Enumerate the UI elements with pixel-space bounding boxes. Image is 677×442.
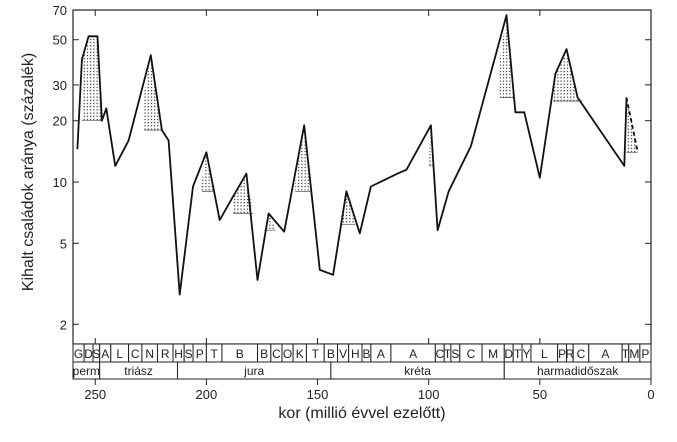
x-axis-title: kor (millió évvel ezelőtt) [278, 405, 445, 422]
stage-label: G [74, 347, 83, 361]
stage-label: T [312, 347, 320, 361]
x-tick-label: 50 [533, 387, 547, 402]
period-label: perm [73, 364, 100, 378]
period-label: kréta [404, 364, 431, 378]
stage-label: A [101, 347, 109, 361]
y-axis: 2 5 10 20 30 50 70 [53, 3, 651, 332]
y-tick-label: 30 [53, 78, 67, 93]
stage-label: A [377, 347, 385, 361]
stage-label: D [84, 347, 93, 361]
stage-label: T [514, 347, 522, 361]
stage-label: R [161, 347, 170, 361]
stage-label: L [541, 347, 548, 361]
shaded-peak [81, 36, 102, 121]
y-tick-label: 50 [53, 33, 67, 48]
period-label: triász [124, 364, 153, 378]
y-tick-label: 2 [60, 317, 67, 332]
stage-label: N [145, 347, 154, 361]
stage-label: C [467, 347, 476, 361]
x-tick-label: 0 [647, 387, 654, 402]
shaded-peak [626, 97, 638, 153]
y-tick-label: 5 [60, 236, 67, 251]
period-label: jura [243, 364, 264, 378]
shaded-peaks [81, 15, 638, 231]
stage-label: P [558, 347, 566, 361]
extinction-series-line [76, 14, 628, 296]
y-axis-title: Kihalt családok aránya (százalék) [20, 53, 37, 291]
stage-label: C [272, 347, 281, 361]
shaded-peak [144, 55, 162, 131]
stage-label: H [351, 347, 360, 361]
stage-label: C [577, 347, 586, 361]
y-tick-label: 10 [53, 175, 67, 190]
stage-label: B [236, 347, 244, 361]
stage-label: Y [522, 347, 530, 361]
stage-label: P [641, 347, 649, 361]
period-label: harmadidőszak [537, 364, 619, 378]
stage-label: L [116, 347, 123, 361]
stage-label: K [296, 347, 304, 361]
stage-label: A [409, 347, 417, 361]
x-tick-label: 200 [196, 387, 218, 402]
stage-label: O [283, 347, 292, 361]
extinction-series-dashed [625, 97, 639, 153]
shaded-peak [499, 15, 514, 98]
stage-label: M [488, 347, 498, 361]
stage-label: D [504, 347, 513, 361]
stage-label: C [131, 347, 140, 361]
stage-label: B [260, 347, 268, 361]
x-axis: 250 200 150 100 50 0 [84, 10, 655, 402]
stage-label: S [185, 347, 193, 361]
y-tick-label: 70 [53, 3, 67, 18]
stage-label: P [196, 347, 204, 361]
period-cell [503, 361, 652, 380]
stage-label: B [327, 347, 335, 361]
x-tick-label: 250 [84, 387, 106, 402]
shaded-peak [233, 173, 254, 214]
stage-label: T [210, 347, 218, 361]
stage-label: B [362, 347, 370, 361]
series-lines [76, 14, 639, 296]
stage-label: R [566, 347, 575, 361]
stage-label: S [92, 347, 100, 361]
stage-label: T [444, 347, 452, 361]
shaded-peak [201, 152, 214, 192]
stage-label: V [339, 347, 347, 361]
x-tick-label: 100 [418, 387, 440, 402]
stage-label: S [451, 347, 459, 361]
stage-label: H [174, 347, 183, 361]
y-tick-label: 20 [53, 114, 67, 129]
shaded-peak [295, 125, 311, 192]
stage-label: M [629, 347, 639, 361]
x-tick-label: 150 [307, 387, 329, 402]
stage-label: T [622, 347, 630, 361]
stage-label: A [601, 347, 609, 361]
stage-label: C [435, 347, 444, 361]
